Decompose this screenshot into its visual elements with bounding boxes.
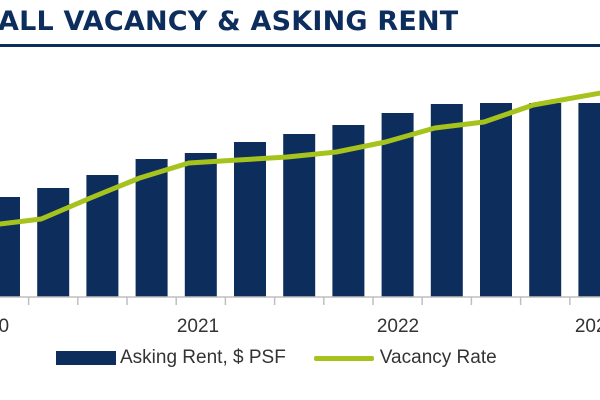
legend-item-asking-rent: Asking Rent, $ PSF <box>56 347 286 369</box>
asking-rent-bar <box>529 103 562 297</box>
asking-rent-bar <box>283 134 316 297</box>
x-tick-label: 2020 <box>0 316 9 337</box>
asking-rent-bar <box>430 104 463 297</box>
legend: Asking Rent, $ PSF Vacancy Rate <box>56 345 497 371</box>
vacancy-rate-line <box>0 90 600 227</box>
x-tick-label: 2022 <box>377 316 419 337</box>
asking-rent-bars <box>0 103 600 297</box>
asking-rent-bar <box>0 197 20 297</box>
legend-label-vacancy-rate: Vacancy Rate <box>379 347 497 368</box>
asking-rent-bar <box>135 159 168 297</box>
asking-rent-bar <box>578 103 600 297</box>
title-divider <box>0 44 600 47</box>
asking-rent-bar <box>480 103 512 297</box>
legend-label-asking-rent: Asking Rent, $ PSF <box>120 347 286 368</box>
legend-swatch-line <box>313 355 374 361</box>
chart-title: ALL VACANCY & ASKING RENT <box>0 6 459 37</box>
x-tick-label: 2023 <box>575 316 600 337</box>
asking-rent-bar <box>234 142 266 297</box>
x-tick-label: 2021 <box>177 316 219 337</box>
asking-rent-bar <box>184 153 217 297</box>
legend-item-vacancy-rate: Vacancy Rate <box>313 347 497 369</box>
x-axis <box>0 296 600 305</box>
asking-rent-bar <box>37 188 70 297</box>
x-tick-labels: 2020 2021 2022 2023 <box>0 316 600 337</box>
vacancy-rate-line-layer <box>0 90 600 227</box>
legend-swatch-bar <box>56 351 116 365</box>
